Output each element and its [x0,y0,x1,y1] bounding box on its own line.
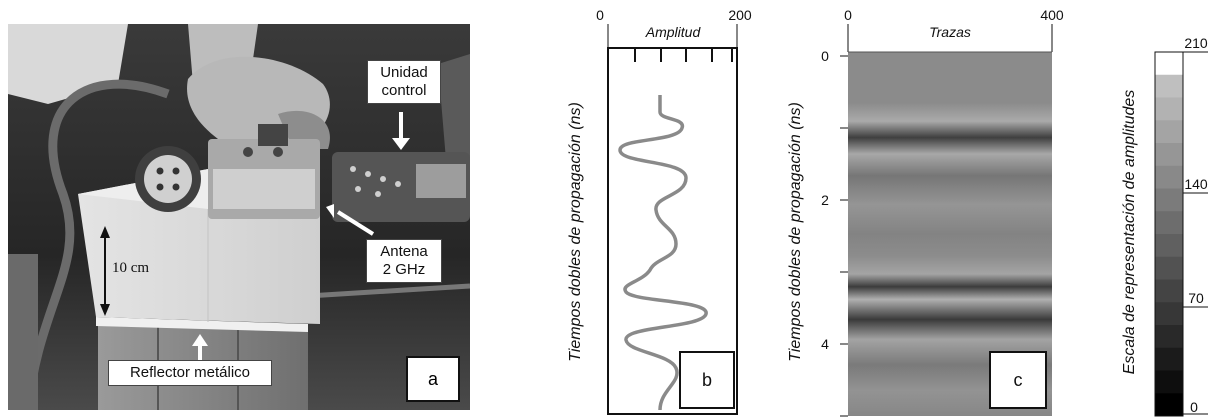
scale-cell [1155,165,1183,189]
scale-length-label: 10 cm [112,260,150,276]
scale-cells [1155,52,1183,417]
panel-b-top-label: Amplitud [645,24,702,40]
scale-cell [1155,74,1183,98]
control-unit-label-line2: control [381,82,427,99]
control-unit-callout: Unidad control [367,60,441,104]
reflector-callout: Reflector metálico [108,360,272,386]
scale-tick-70: 70 [1188,290,1204,306]
panel-c-tag: c [1014,370,1023,390]
panel-c-x-tick-400: 400 [1040,7,1064,23]
panel-c-radargram: 0 400 Trazas 0 2 4 c Tiempos dobles de p… [787,7,1064,417]
control-unit-label-line1: Unidad [380,64,428,81]
photo-panel: Unidad control Antena 2 GHz Reflector me… [8,24,470,410]
scale-cell [1155,188,1183,212]
scale-cell [1155,52,1183,76]
panel-b-tag: b [702,370,712,390]
scale-cell [1155,143,1183,167]
antenna-label-line1: Antena [380,243,428,260]
panel-a-tag: a [406,356,460,402]
scale-cell [1155,325,1183,349]
scale-cell [1155,302,1183,326]
scale-cell [1155,279,1183,303]
panel-c-y-tick-2: 2 [821,192,829,208]
scale-cell [1155,120,1183,144]
scale-bar-label: Escala de representación de amplitudes [1121,90,1138,375]
scale-cell [1155,234,1183,258]
panel-b-x-tick-200: 200 [728,7,752,23]
antenna-label-line2: 2 GHz [382,261,426,278]
panel-b-trace-plot: 0 200 Amplitud b Tiempos dobles de propa… [567,7,752,415]
scale-cell [1155,211,1183,235]
panel-c-top-label: Trazas [929,24,971,40]
scale-cell [1155,347,1183,371]
amplitude-scale-bar: 210 140 70 0 Escala de representación de… [1121,35,1208,417]
panel-c-x-tick-0: 0 [844,7,852,23]
scale-cell [1155,256,1183,280]
scale-tick-210: 210 [1184,35,1208,51]
panel-c-y-tick-4: 4 [821,336,829,352]
scale-tick-0: 0 [1190,399,1198,415]
scale-cell [1155,370,1183,394]
scale-cell [1155,393,1183,417]
scale-cell [1155,97,1183,121]
panel-b-x-tick-0: 0 [596,7,604,23]
panel-c-y-tick-0: 0 [821,48,829,64]
panel-b-amplitude-trace [618,95,708,411]
panel-c-y-axis-label: Tiempos dobles de propagación (ns) [787,102,804,362]
panel-b-y-axis-label: Tiempos dobles de propagación (ns) [567,102,584,362]
scale-tick-140: 140 [1184,176,1208,192]
antenna-callout: Antena 2 GHz [366,239,442,283]
